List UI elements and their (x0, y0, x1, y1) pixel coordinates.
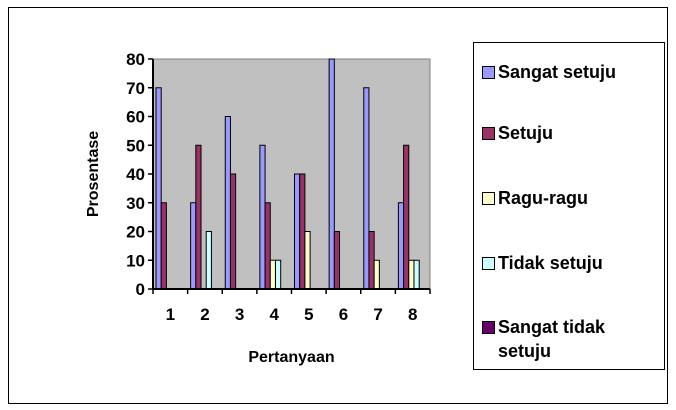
y-axis-label: Prosentase (85, 131, 102, 217)
y-tick-label: 20 (126, 223, 145, 242)
bar-sangat-setuju-q7 (363, 87, 370, 290)
bar-setuju-q4 (264, 202, 271, 290)
bar-tidak-setuju-q2 (205, 231, 212, 290)
legend-label: Setuju (498, 123, 554, 143)
legend-swatch (482, 192, 495, 205)
y-tick-label: 80 (126, 50, 145, 69)
legend-label: Tidak setuju (498, 253, 603, 273)
legend-swatch (482, 321, 495, 334)
bar-sangat-setuju-q5 (294, 173, 301, 290)
bar-setuju-q1 (160, 202, 167, 290)
y-tick-label: 70 (126, 79, 145, 98)
bar-setuju-q3 (229, 173, 237, 290)
bar-sangat-setuju-q2 (190, 202, 197, 290)
legend-item-ragu-ragu: Ragu-ragu (482, 186, 588, 210)
bar-sangat-setuju-q3 (224, 116, 231, 290)
legend-swatch (482, 66, 495, 79)
bar-setuju-q5 (299, 173, 306, 290)
y-tick-label: 30 (126, 194, 145, 213)
y-tick-label: 0 (136, 280, 145, 299)
x-tick-label: 8 (408, 305, 417, 324)
y-tick-label: 50 (126, 136, 145, 155)
legend-swatch (482, 257, 495, 270)
legend-item-sangat-setuju: Sangat setuju (482, 60, 616, 84)
bar-ragu-ragu-q4 (269, 259, 276, 290)
legend-swatch (482, 127, 495, 140)
bar-sangat-setuju-q8 (397, 202, 405, 290)
bar-ragu-ragu-q5 (304, 231, 311, 290)
bar-setuju-q6 (333, 231, 341, 290)
legend-label: Sangat setuju (498, 62, 617, 82)
y-tick-label: 10 (126, 251, 145, 270)
bar-sangat-setuju-q6 (328, 58, 335, 290)
bar-sangat-setuju-q4 (259, 144, 266, 290)
legend-item-sangat-tidak-setuju: Sangat tidak setuju (482, 315, 652, 363)
bar-tidak-setuju-q4 (274, 259, 282, 290)
x-tick-label: 7 (373, 305, 382, 324)
bar-ragu-ragu-q7 (373, 259, 380, 290)
y-tick-label: 40 (126, 165, 145, 184)
x-tick-label: 4 (269, 305, 279, 324)
x-tick-label: 2 (200, 305, 209, 324)
bar-ragu-ragu-q8 (408, 259, 415, 290)
y-tick-label: 60 (126, 108, 145, 127)
x-tick-label: 1 (166, 305, 175, 324)
legend-label: Sangat tidak setuju (498, 317, 606, 361)
bar-tidak-setuju-q8 (413, 259, 420, 290)
legend-item-tidak-setuju: Tidak setuju (482, 251, 603, 275)
legend-label: Ragu-ragu (498, 188, 588, 208)
bar-sangat-setuju-q1 (155, 87, 162, 290)
legend: Sangat setuju Setuju Ragu-ragu Tidak set… (473, 42, 665, 370)
bar-setuju-q8 (403, 144, 410, 290)
x-tick-label: 5 (304, 305, 313, 324)
x-tick-label: 3 (235, 305, 244, 324)
x-axis-label: Pertanyaan (248, 349, 334, 366)
bar-setuju-q7 (368, 231, 375, 290)
bar-setuju-q2 (195, 144, 202, 290)
x-tick-label: 6 (339, 305, 348, 324)
legend-item-setuju: Setuju (482, 121, 553, 145)
